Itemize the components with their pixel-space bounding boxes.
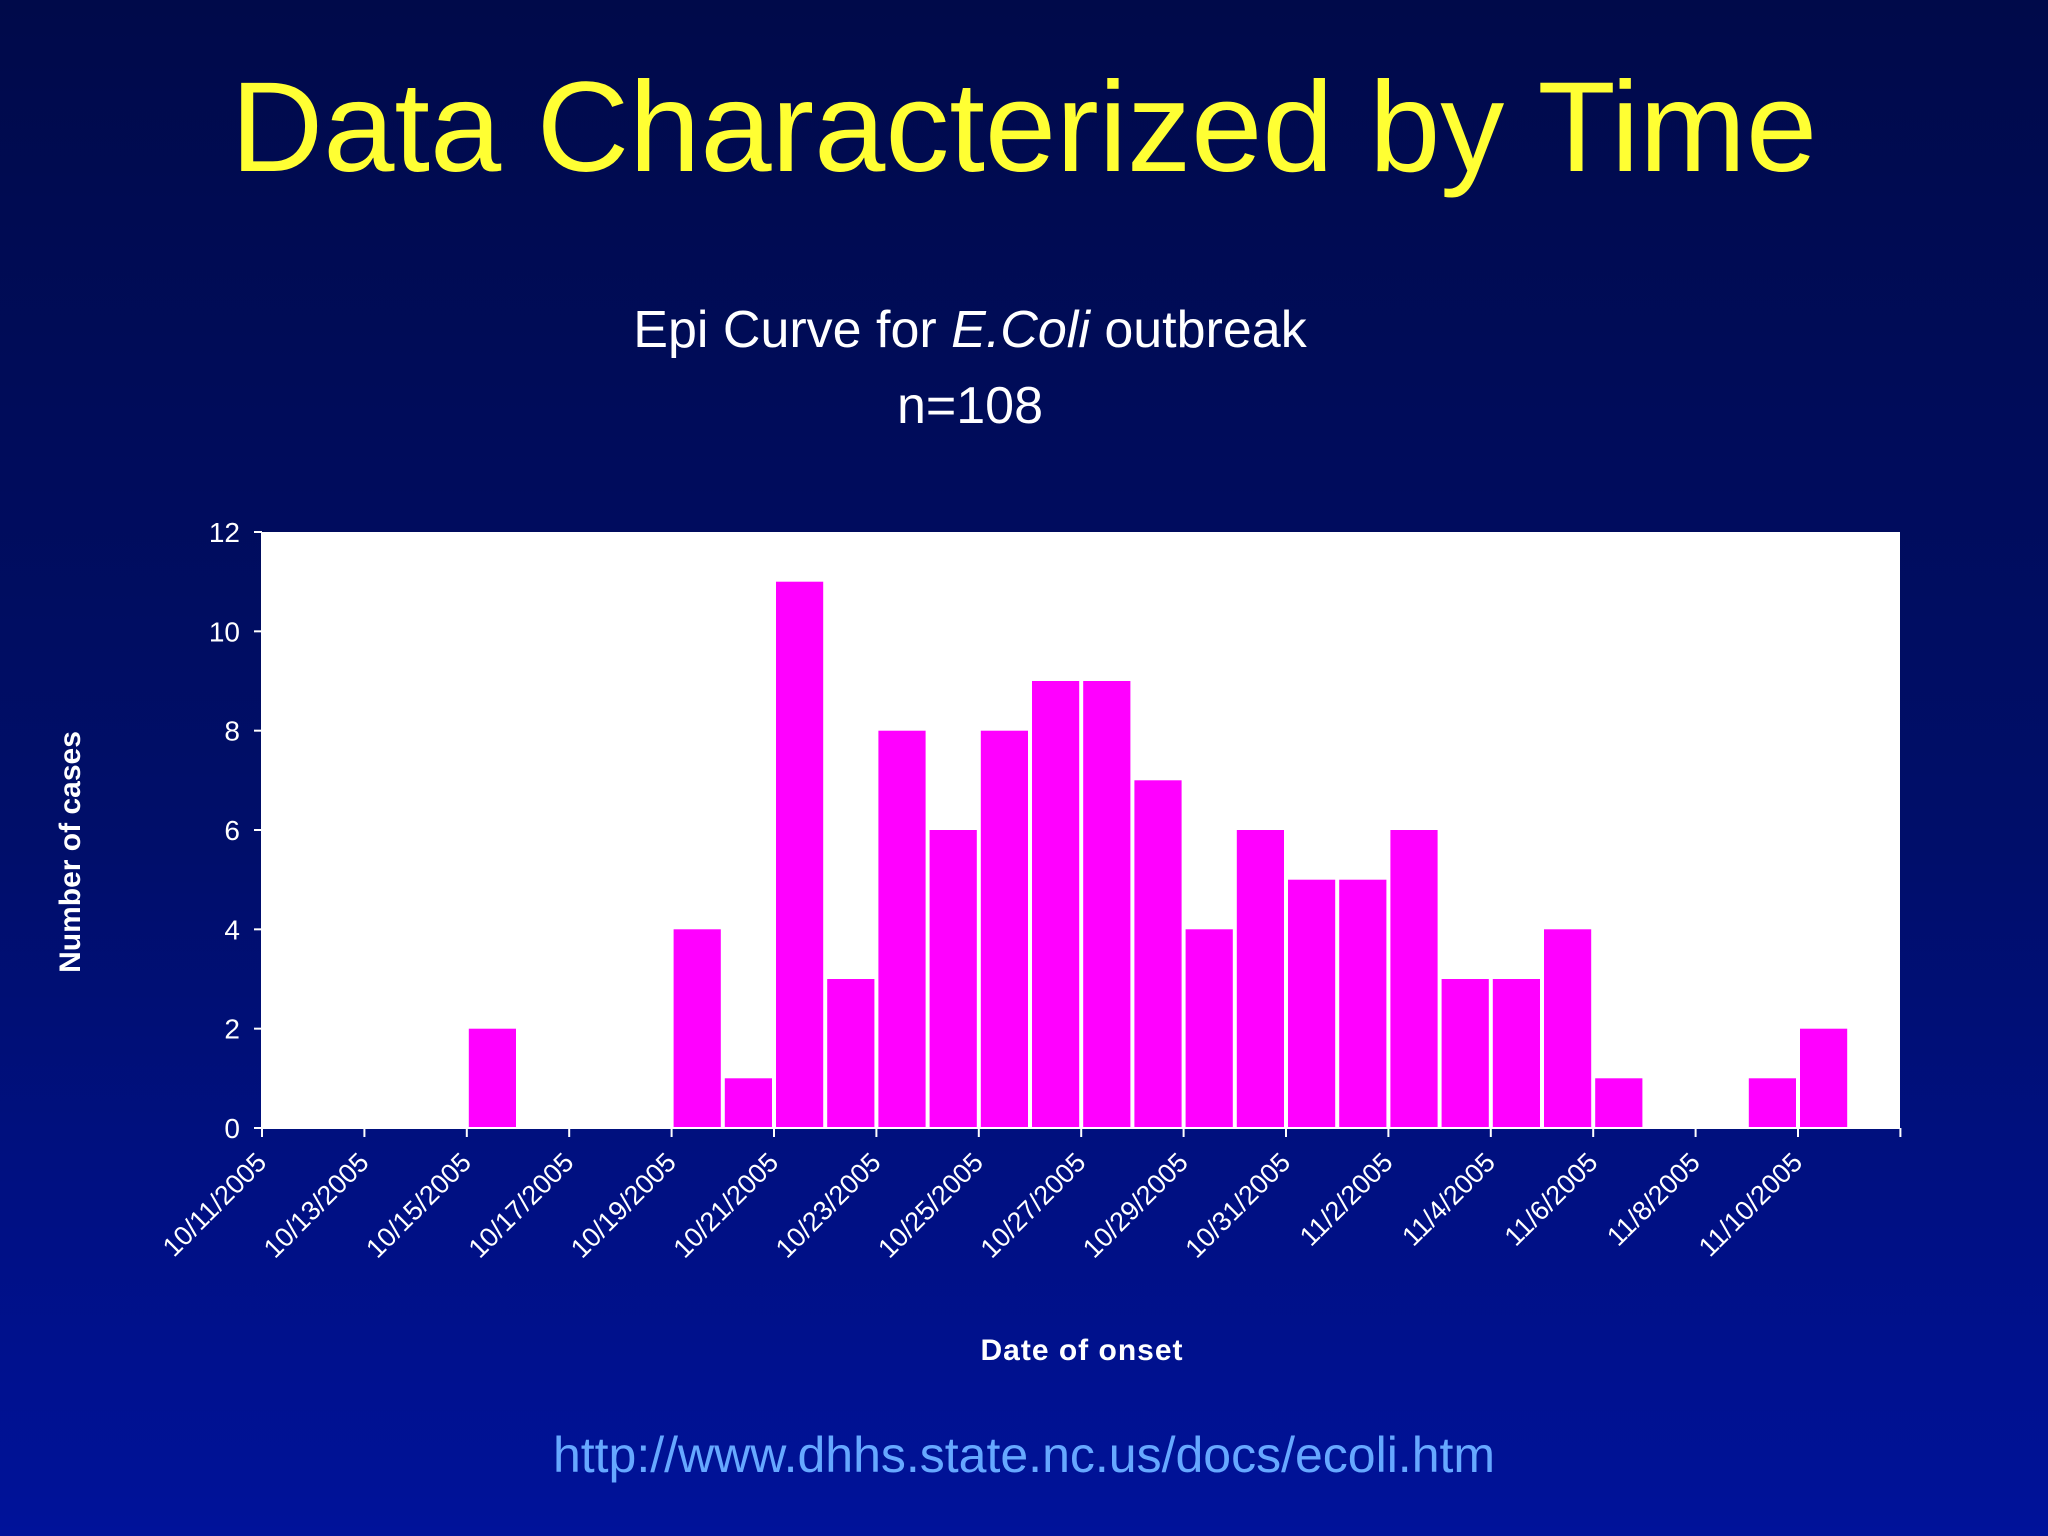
bar	[1032, 681, 1080, 1128]
x-tick-label: 11/10/2005	[1693, 1147, 1808, 1262]
bar	[724, 1078, 772, 1128]
bar	[1083, 681, 1131, 1128]
epi-curve-chart: 0 2 4 6 8 10 12 10/11/200510/13/200510/15/2005…	[54, 517, 1902, 1367]
x-axis-label: Date of onset	[980, 1334, 1183, 1367]
bar	[1390, 830, 1438, 1128]
bar	[1236, 830, 1284, 1128]
x-tick-label: 10/25/2005	[872, 1147, 989, 1264]
y-ticks-layer: 0 2 4 6 8 10 12	[209, 517, 262, 1144]
chart-title-organism: E.Coli	[951, 301, 1090, 359]
x-ticks-layer: 10/11/200510/13/200510/15/200510/17/2005…	[157, 1128, 1902, 1264]
bar	[929, 830, 977, 1128]
bar	[673, 929, 721, 1128]
y-tick-label: 12	[209, 517, 240, 548]
y-axis-label: Number of cases	[54, 731, 87, 973]
slide-title: Data Characterized by Time	[230, 56, 1818, 199]
bar	[1339, 879, 1387, 1128]
bar	[776, 581, 824, 1128]
chart-title-prefix: Epi Curve for	[633, 301, 952, 359]
x-tick-label: 10/23/2005	[770, 1147, 887, 1264]
x-tick-label: 11/8/2005	[1601, 1147, 1706, 1252]
source-link[interactable]: http://www.dhhs.state.nc.us/docs/ecoli.h…	[552, 1427, 1496, 1483]
bar	[980, 730, 1028, 1128]
bar	[1441, 979, 1489, 1128]
x-tick-label: 10/15/2005	[360, 1147, 477, 1264]
x-tick-label: 10/27/2005	[975, 1147, 1092, 1264]
chart-title-suffix: outbreak	[1089, 301, 1307, 359]
y-tick-label: 6	[224, 815, 240, 846]
bar	[1544, 929, 1592, 1128]
bar	[878, 730, 926, 1128]
x-tick-label: 10/21/2005	[667, 1147, 784, 1264]
y-tick-label: 0	[224, 1113, 240, 1144]
bar	[1800, 1028, 1848, 1128]
bar	[468, 1028, 516, 1128]
x-tick-label: 10/29/2005	[1077, 1147, 1194, 1264]
x-tick-label: 11/2/2005	[1294, 1147, 1399, 1252]
x-tick-label: 10/31/2005	[1179, 1147, 1296, 1264]
bar	[1492, 979, 1540, 1128]
plot-area	[262, 532, 1900, 1128]
x-tick-label: 11/6/2005	[1499, 1147, 1604, 1252]
bar	[1748, 1078, 1796, 1128]
x-tick-label: 10/17/2005	[463, 1147, 580, 1264]
x-tick-label: 10/19/2005	[565, 1147, 682, 1264]
chart-title-line: Epi Curve for E.Coli outbreak	[450, 292, 1490, 368]
bars-layer	[468, 581, 1848, 1128]
y-tick-label: 2	[224, 1014, 240, 1045]
y-tick-label: 4	[224, 914, 240, 945]
bar	[827, 979, 875, 1128]
y-tick-label: 10	[209, 616, 240, 647]
bar	[1185, 929, 1233, 1128]
y-tick-label: 8	[224, 716, 240, 747]
bar	[1134, 780, 1182, 1128]
chart-title: Epi Curve for E.Coli outbreak n=108	[450, 292, 1490, 444]
bar	[1288, 879, 1336, 1128]
x-tick-label: 10/11/2005	[157, 1147, 272, 1262]
chart-subtitle: n=108	[896, 377, 1044, 435]
x-tick-label: 11/4/2005	[1396, 1147, 1501, 1252]
x-tick-label: 10/13/2005	[258, 1147, 375, 1264]
bar	[1595, 1078, 1643, 1128]
